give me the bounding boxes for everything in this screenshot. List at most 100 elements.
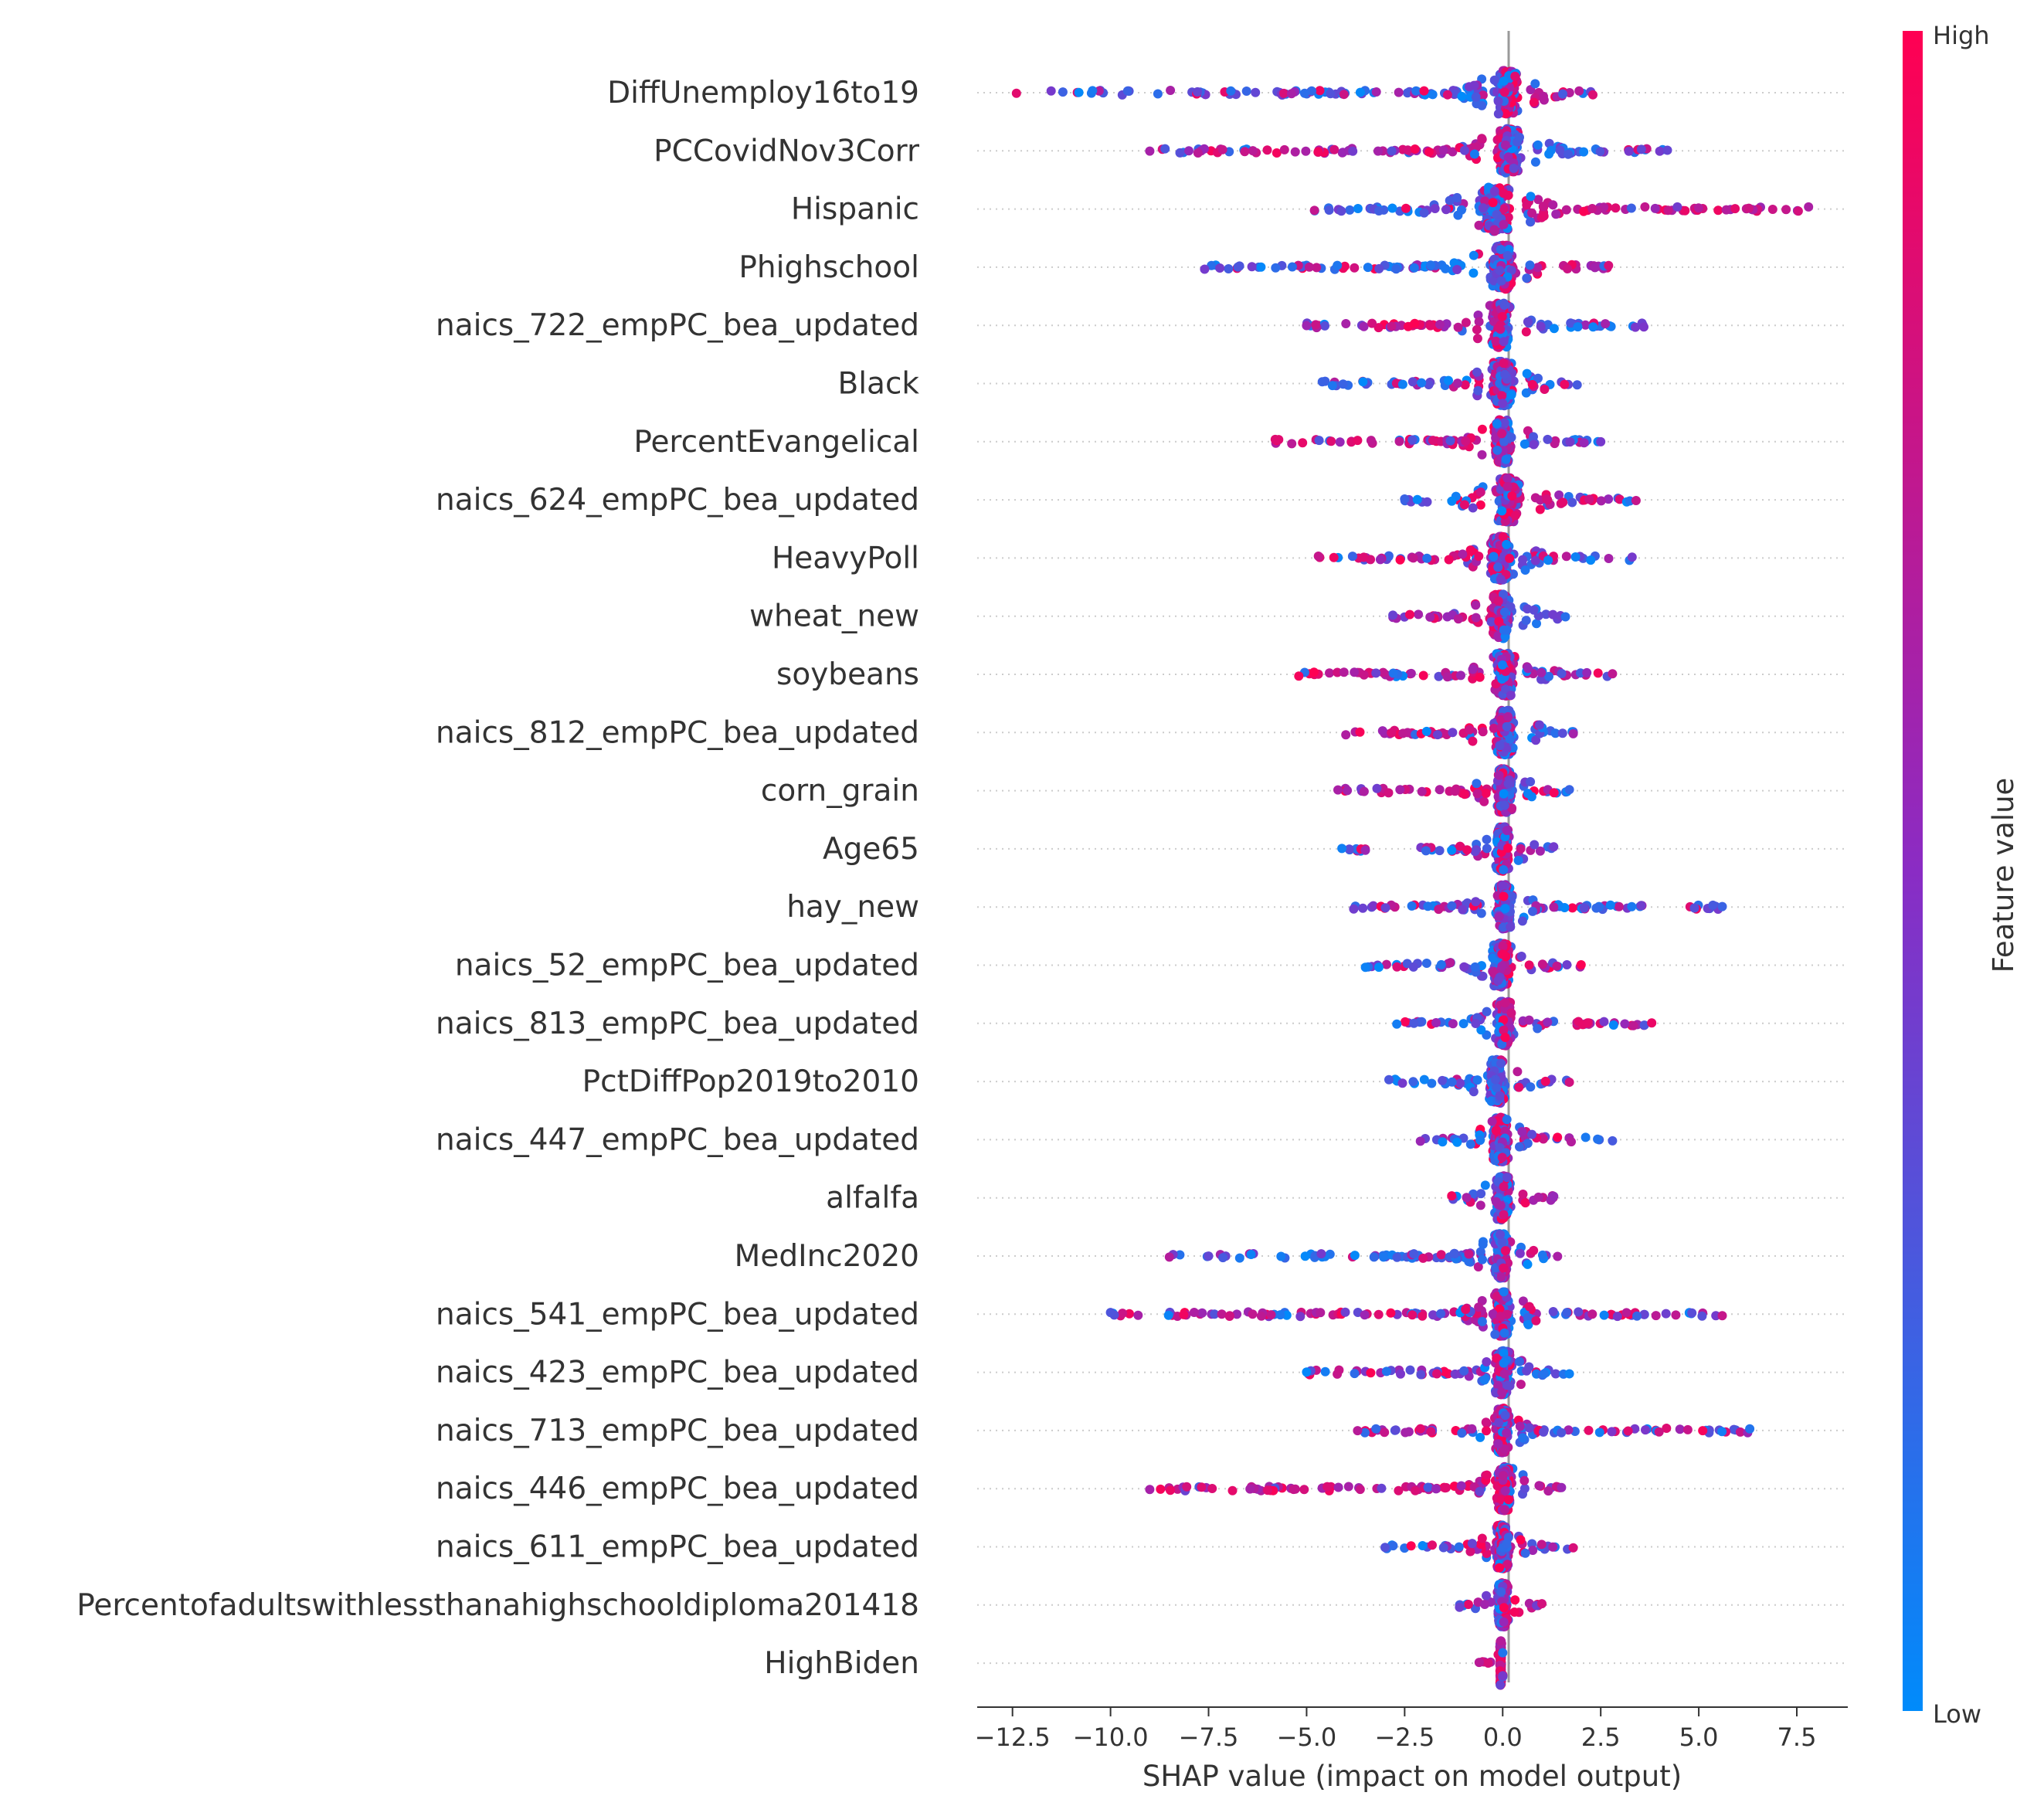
shap-dot bbox=[1395, 555, 1405, 565]
shap-dot bbox=[1501, 454, 1511, 464]
shap-dot bbox=[1460, 789, 1469, 799]
shap-dot bbox=[1522, 368, 1532, 379]
shap-dot bbox=[1499, 188, 1509, 199]
shap-dot bbox=[1401, 1017, 1410, 1027]
shap-dot bbox=[1557, 728, 1567, 738]
shap-dot bbox=[1662, 145, 1672, 155]
shap-dot bbox=[1502, 250, 1513, 260]
shap-dot bbox=[1502, 482, 1513, 491]
shap-dot bbox=[1582, 667, 1592, 677]
shap-dot bbox=[1315, 86, 1325, 96]
shap-dot bbox=[1336, 206, 1346, 216]
shap-dot bbox=[1627, 901, 1637, 911]
shap-dot bbox=[1636, 901, 1646, 911]
shap-dot bbox=[1442, 672, 1452, 682]
shap-dot bbox=[1534, 720, 1544, 730]
shap-dot bbox=[1359, 321, 1369, 331]
shap-dot bbox=[1401, 203, 1411, 213]
shap-dot bbox=[1543, 1017, 1553, 1027]
shap-dot bbox=[1348, 146, 1358, 156]
shap-dot bbox=[1226, 86, 1236, 96]
shap-dot bbox=[1533, 140, 1543, 150]
shap-dot bbox=[1193, 87, 1203, 97]
shap-dot bbox=[1309, 667, 1319, 677]
shap-dot bbox=[1387, 321, 1397, 331]
shap-dot bbox=[1325, 668, 1334, 678]
shap-dot bbox=[1465, 1139, 1475, 1149]
shap-dot bbox=[1184, 146, 1193, 156]
shap-dot bbox=[1435, 785, 1445, 795]
shap-dot bbox=[1530, 157, 1540, 167]
shap-dot bbox=[1489, 552, 1499, 562]
shap-dot bbox=[1438, 1137, 1448, 1147]
shap-dot bbox=[1471, 92, 1481, 102]
shap-dot bbox=[1500, 369, 1509, 379]
shap-dot bbox=[1521, 327, 1531, 337]
shap-dot bbox=[1533, 1024, 1543, 1034]
shap-dot bbox=[1475, 672, 1485, 682]
shap-dot bbox=[1355, 727, 1365, 737]
shap-dot bbox=[1499, 865, 1509, 874]
shap-dot bbox=[1650, 203, 1660, 213]
shap-dot bbox=[1498, 660, 1507, 670]
shap-dot bbox=[1516, 844, 1526, 854]
shap-dot bbox=[1489, 186, 1499, 196]
shap-dot bbox=[1461, 317, 1471, 328]
shap-dot bbox=[1590, 263, 1600, 273]
shap-dot bbox=[1450, 786, 1460, 796]
shap-dot bbox=[1459, 145, 1469, 155]
shap-dot bbox=[1514, 1082, 1524, 1092]
shap-dot bbox=[1537, 959, 1547, 969]
shap-dot bbox=[1499, 800, 1509, 810]
shap-dot bbox=[1262, 145, 1272, 155]
shap-dot bbox=[1576, 960, 1586, 969]
shap-dot bbox=[1524, 960, 1534, 970]
shap-dot bbox=[1540, 1076, 1550, 1086]
shap-dot bbox=[1452, 192, 1462, 202]
shap-dot bbox=[1493, 109, 1503, 119]
shap-dot bbox=[1494, 323, 1504, 333]
shap-dot bbox=[1468, 736, 1478, 746]
shap-dot bbox=[1392, 1019, 1402, 1029]
shap-dot bbox=[1372, 783, 1382, 793]
shap-dot bbox=[1479, 796, 1489, 806]
shap-dot bbox=[1435, 320, 1445, 329]
shap-dot bbox=[1472, 367, 1482, 377]
shap-dot bbox=[1392, 962, 1402, 972]
shap-dot bbox=[1713, 205, 1723, 216]
shap-dot bbox=[1409, 1018, 1419, 1028]
shap-dot bbox=[1414, 609, 1424, 620]
shap-dot bbox=[1781, 205, 1791, 215]
shap-dot bbox=[1614, 901, 1624, 911]
shap-dot bbox=[1804, 202, 1814, 212]
shap-dot bbox=[1639, 322, 1648, 332]
shap-dot bbox=[1608, 1020, 1618, 1030]
shap-dot bbox=[1567, 497, 1577, 508]
shap-dot bbox=[1477, 100, 1487, 110]
shap-dot bbox=[1505, 553, 1515, 563]
shap-dot bbox=[1287, 262, 1297, 272]
shap-dot bbox=[1452, 265, 1462, 274]
shap-dot bbox=[1502, 1115, 1512, 1125]
shap-dot bbox=[1359, 786, 1369, 796]
shap-dot bbox=[1248, 146, 1258, 156]
shap-dot bbox=[1447, 496, 1457, 506]
shap-dot bbox=[1326, 436, 1336, 446]
shap-dot bbox=[1499, 219, 1509, 229]
shap-dot bbox=[1488, 198, 1498, 208]
shap-dot bbox=[1400, 494, 1410, 504]
shap-dot bbox=[1431, 1018, 1441, 1027]
shap-dot bbox=[1518, 1190, 1528, 1199]
shap-dot bbox=[1593, 1134, 1603, 1144]
shap-dot bbox=[1441, 205, 1451, 215]
shap-dot bbox=[1579, 206, 1589, 216]
shap-dot bbox=[1408, 553, 1418, 563]
shap-dot bbox=[1500, 904, 1510, 914]
shap-dot bbox=[1326, 89, 1336, 99]
shap-dot bbox=[1314, 436, 1324, 446]
shap-dot bbox=[1591, 903, 1601, 913]
shap-dot bbox=[1478, 203, 1488, 213]
shap-dot bbox=[1374, 206, 1384, 216]
shap-dot bbox=[1509, 163, 1519, 173]
shap-dot bbox=[1490, 1074, 1500, 1085]
